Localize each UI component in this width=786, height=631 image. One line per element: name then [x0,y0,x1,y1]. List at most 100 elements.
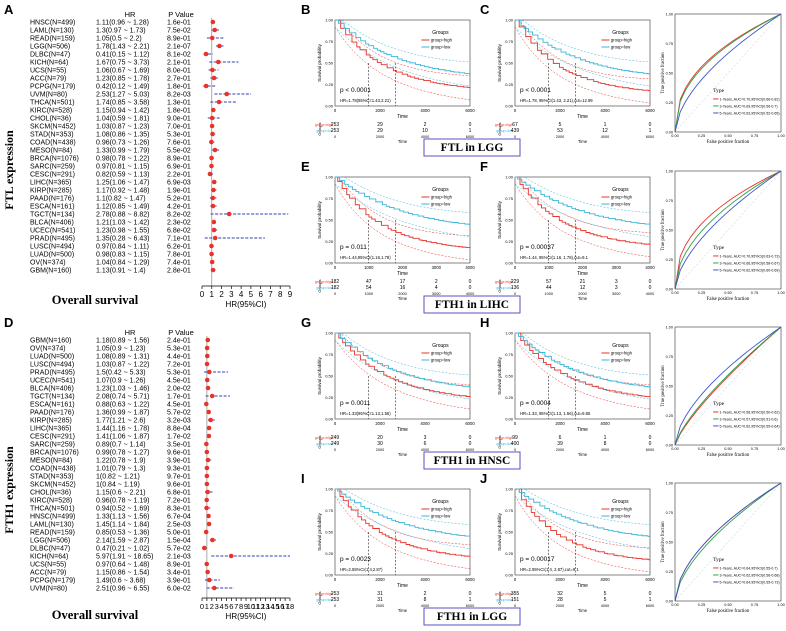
roc-xlabel: False positive fraction [707,297,750,302]
forest-point [204,345,210,351]
forest-x-tick-label: 8 [278,290,283,299]
forest-row-hr: 1.25(1.06 ~ 1.47) [96,180,150,187]
forest-row-name: LUAD(N=500) [30,252,74,259]
forest-point [205,489,210,495]
forest-row-name: OV(N=374) [30,346,66,353]
km-legend-low: group=low [431,358,451,363]
forest-row-name: KICH(N=64) [30,554,68,561]
roc-diagonal [674,13,782,133]
forest-point [206,513,211,519]
km-risk-x-tick-label: 1000 [365,292,373,296]
km-risk-x-tick-label: 2000 [376,448,384,452]
forest-row-p: 2.3e-02 [167,220,191,227]
panel-label-i: I [301,471,305,486]
km-risk-high-count: 229 [511,279,520,285]
forest-row-hr: 1.15(0.6 ~ 2.21) [96,490,146,497]
forest-point [211,227,217,233]
roc-ylabel: True positive fraction [661,209,666,251]
forest-row-p: 6.8e-01 [167,490,191,497]
forest-x-tick-label: 11 [252,602,260,611]
km-curve-low-ci-upper [515,19,651,63]
km-risk-xlabel: Time [578,296,588,301]
roc-y-tick-label: 0.50 [666,229,673,233]
roc-y-tick-label: 0.50 [666,385,673,389]
forest-row-p: 7.0e-01 [167,124,191,131]
roc-x-tick-label: 0.75 [751,603,758,607]
forest-row-name: ESCA(N=161) [30,402,75,409]
roc-x-tick-label: 1.00 [777,447,784,451]
roc-x-tick-label: 0.25 [698,603,705,607]
km-risk-x-tick-label: 0 [334,604,336,608]
km-curve-low [335,488,471,537]
km-risk-high-count: 20 [377,435,383,441]
forest-row-hr: 0.89(0.7 ~ 1.14) [96,442,146,449]
km-x-tick-label: 4000 [600,577,610,582]
forest-row-hr: 1.06(0.67 ~ 1.69) [96,68,150,75]
km-curve-low-ci-upper [335,19,471,63]
km-risk-x-tick-label: 4000 [601,604,609,608]
forest-row-hr: 1.67(0.75 ~ 3.73) [96,60,150,67]
km-risk-label-high: group=high [495,436,513,440]
km-y-tick-label: 1.00 [325,487,334,492]
km-legend-low: group=low [431,45,451,50]
roc-x-tick-label: 0.00 [671,447,678,451]
forest-row-p: 8.0e-01 [167,68,191,75]
forest-plot-1: FTH1 expression HR P Value GBM(N=160) 1.18(0… [2,328,294,622]
forest-row-hr: 1.15(0.86 ~ 1.54) [96,570,150,577]
km-legend-title: Groups [612,343,629,349]
forest-point [216,99,222,105]
km-risk-high-count: 47 [366,279,372,285]
forest-point [204,505,209,511]
forest-row-p: 2.2e-01 [167,172,191,179]
km-plots: 0.00 0.25 0.50 0.75 1.00 Survival probability… [315,13,785,626]
km-x-tick-label: 4000 [600,421,610,426]
km-curve-high-ci-lower [514,26,651,104]
km-risk-x-tick-label: 6000 [646,135,654,139]
forest-row-hr: 1.23(0.85 ~ 1.78) [96,76,150,83]
forest-point [209,163,214,169]
km-x-tick-label: 4000 [420,108,430,113]
forest-row-name: ESCA(N=161) [30,204,75,211]
forest-row-hr: 2.51(0.96 ~ 6.55) [96,586,150,593]
forest-x-tick-label: 6 [258,290,263,299]
forest-row-hr: 1.11(0.96 ~ 1.28) [96,20,149,27]
forest-point [204,449,210,455]
forest-point [212,27,218,33]
forest-x-tick-label: 8 [239,602,243,611]
km-legend-high: group=high [611,195,633,200]
forest-point [211,585,217,591]
km-risk-high-count: 0 [649,435,652,441]
forest-row-name: KIRP(N=285) [30,188,72,195]
forest-row-p: 3.2e-03 [167,418,191,425]
panel-label-d: D [4,315,13,330]
forest-point [211,219,217,225]
km-hr-text: HR=1.78, 95%CI(1.43, 2.21),cut=12.99 [520,98,593,103]
forest-row-p: 7.6e-01 [167,140,191,147]
forest-row-p: 8.9e-01 [167,156,191,163]
km-x-tick-label: 0 [514,421,517,426]
forest-point [205,569,210,575]
forest-row-p: 1.7e-02 [167,434,191,441]
km-risk-x-tick-label: 6000 [466,448,474,452]
km-curve-high-ci-upper [514,488,651,549]
roc-legend-item: 5-Years, AUC=0.62,95%CI(0.55-0.64) [720,424,780,428]
km-risk-low-count: 0 [469,441,472,447]
forest-point [209,393,215,399]
forest-row-hr: 0.98(0.78 ~ 1.22) [96,156,150,163]
roc-legend-title: Type [713,88,724,94]
forest-x-tick-label: 18 [286,602,294,611]
forest-x-tick-label: 3 [215,602,219,611]
forest-row-p: 5.3e-01 [167,370,191,377]
km-risk-high-count: 32 [557,591,563,597]
km-risk-ylabel: Groups [317,591,322,604]
forest-row-hr: 1.01(0.79 ~ 1.3) [96,466,146,473]
km-risk-low-count: 1 [469,597,472,603]
forest-row-hr: 1.74(0.85 ~ 3.58) [96,100,150,107]
forest-row-p: 7.8e-01 [167,252,191,259]
km-x-tick-label: 2000 [398,265,408,270]
roc-y-tick-label: 0.00 [666,131,673,135]
forest-row-name: PAAD(N=176) [30,196,74,203]
forest-x-tick-label: 15 [271,602,279,611]
km-x-tick-label: 4000 [465,265,475,270]
km-risk-x-tick-label: 2000 [578,292,586,296]
